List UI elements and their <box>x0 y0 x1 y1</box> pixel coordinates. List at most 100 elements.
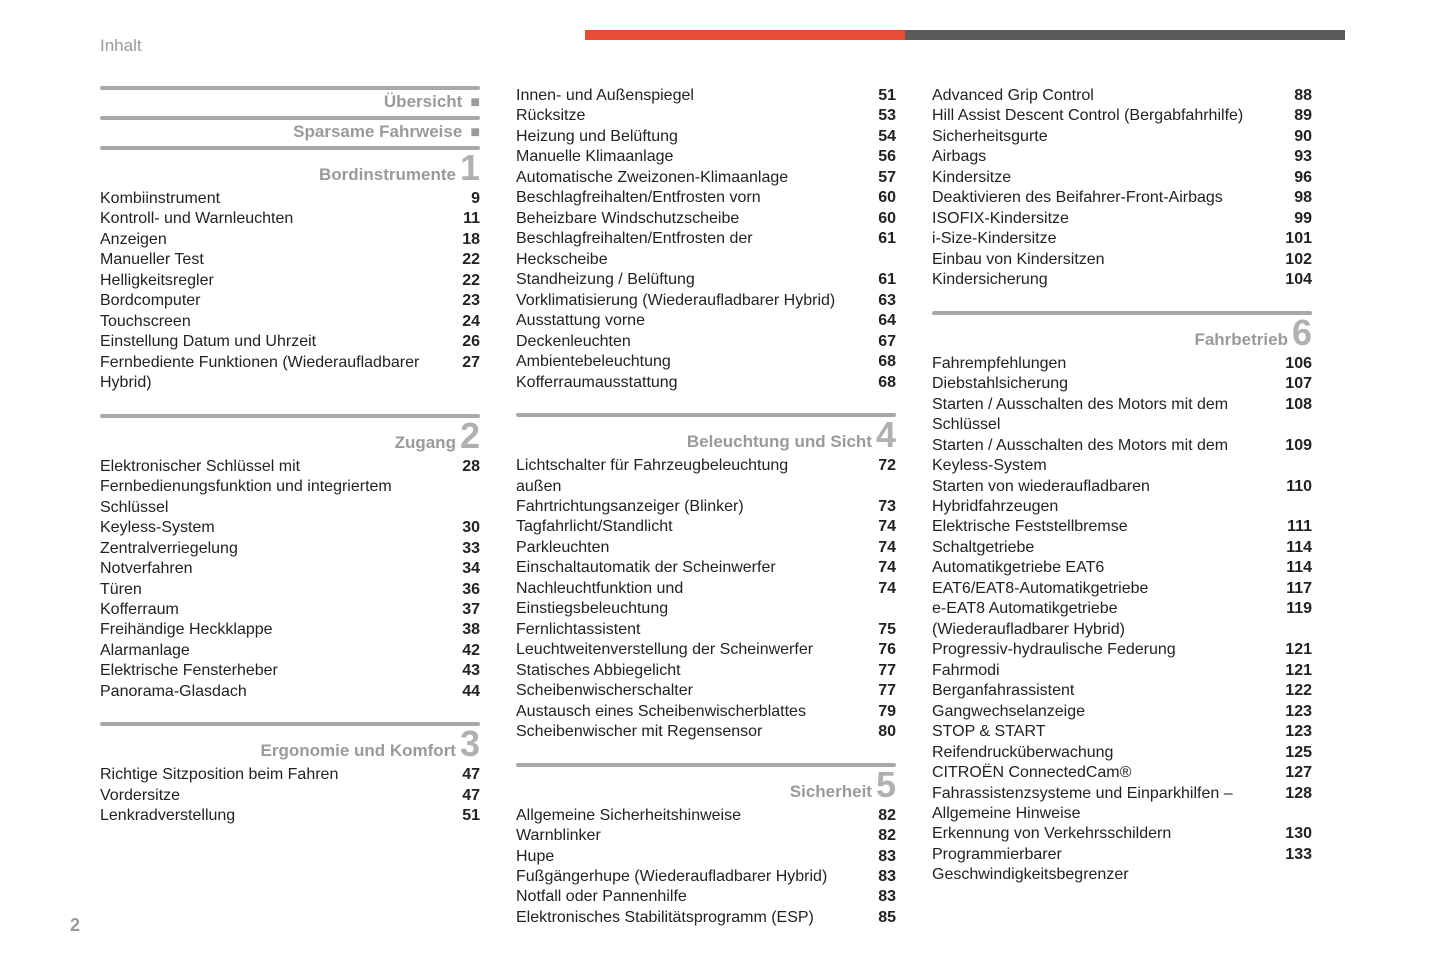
toc-entry-label: Zentralverriegelung <box>100 539 238 559</box>
toc-entry: Einbau von Kindersitzen102 <box>932 250 1312 270</box>
toc-entry-label: Heizung und Belüftung <box>516 127 678 147</box>
toc-entry-page: 74 <box>862 517 896 537</box>
toc-entry: Parkleuchten74 <box>516 538 896 558</box>
section-header: Zugang2 <box>100 420 480 453</box>
toc-entry-label: Notverfahren <box>100 559 193 579</box>
toc-entry-label: Ausstattung vorne <box>516 311 645 331</box>
toc-entry-label: Automatische Zweizonen-Klimaanlage <box>516 168 788 188</box>
toc-entry-label: Vorklimatisierung (Wiederaufladbarer Hyb… <box>516 291 835 311</box>
toc-entry-label: Progressiv-hydraulische Federung <box>932 640 1176 660</box>
toc-entry: Elektronisches Stabilitätsprogramm (ESP)… <box>516 908 896 928</box>
toc-entry-label: Scheibenwischerschalter <box>516 681 693 701</box>
toc-entry: Kontroll- und Warnleuchten11 <box>100 209 480 229</box>
section-divider <box>100 116 480 120</box>
toc-entry: Elektrische Fensterheber43 <box>100 661 480 681</box>
toc-entry-page: 64 <box>862 311 896 331</box>
toc-entry-page: 26 <box>446 332 480 352</box>
toc-entry-label: Deckenleuchten <box>516 332 631 352</box>
toc-entry: Ambientebeleuchtung68 <box>516 352 896 372</box>
toc-entry: Kindersitze96 <box>932 168 1312 188</box>
toc-entry-page: 37 <box>446 600 480 620</box>
toc-entry-label: Lenkradverstellung <box>100 806 235 826</box>
toc-entry-page: 60 <box>862 188 896 208</box>
toc-entry: Fahrtrichtungsanzeiger (Blinker)73 <box>516 497 896 517</box>
toc-entry-page: 109 <box>1278 436 1312 456</box>
toc-entry-page: 34 <box>446 559 480 579</box>
toc-entry-page: 119 <box>1278 599 1312 619</box>
toc-entry: Erkennung von Verkehrsschildern130 <box>932 824 1312 844</box>
toc-entry: STOP & START123 <box>932 722 1312 742</box>
toc-entry-label: Kombiinstrument <box>100 189 220 209</box>
toc-entry-page: 68 <box>862 352 896 372</box>
toc-entry-label: Reifendrucküberwachung <box>932 743 1113 763</box>
toc-entry-page: 122 <box>1278 681 1312 701</box>
toc-entry-label: Keyless-System <box>100 518 215 538</box>
toc-entry-page: 72 <box>862 456 896 476</box>
toc-entry: Deckenleuchten67 <box>516 332 896 352</box>
toc-entry: Beschlagfreihalten/Entfrosten vorn60 <box>516 188 896 208</box>
toc-entry-page: 75 <box>862 620 896 640</box>
toc-entry-label: Fahrtrichtungsanzeiger (Blinker) <box>516 497 744 517</box>
toc-entry-page: 18 <box>446 230 480 250</box>
toc-entry: Scheibenwischer mit Regensensor80 <box>516 722 896 742</box>
toc-entry-label: Fahrmodi <box>932 661 1000 681</box>
toc-entry: EAT6/EAT8-Automatikgetriebe117 <box>932 579 1312 599</box>
toc-entry-label: Berganfahrassistent <box>932 681 1074 701</box>
toc-entry-page: 127 <box>1278 763 1312 783</box>
section-number: 1 <box>460 152 480 184</box>
toc-entry-label: Türen <box>100 580 142 600</box>
toc-entry-page: 77 <box>862 681 896 701</box>
toc-entry: Tagfahrlicht/Standlicht74 <box>516 517 896 537</box>
section-bullet-icon: ■ <box>470 124 480 142</box>
toc-entry-label: CITROËN ConnectedCam® <box>932 763 1131 783</box>
toc-entry-label: Fahrassistenzsysteme und Einparkhilfen –… <box>932 784 1252 825</box>
section-entries: Allgemeine Sicherheitshinweise82Warnblin… <box>516 806 896 929</box>
toc-entry-label: Alarmanlage <box>100 641 190 661</box>
toc-entry-label: Lichtschalter für Fahrzeugbeleuchtung au… <box>516 456 836 497</box>
toc-entry-label: Nachleuchtfunktion und Einstiegsbeleucht… <box>516 579 836 620</box>
toc-entry-label: Fernlichtassistent <box>516 620 641 640</box>
toc-entry-page: 96 <box>1278 168 1312 188</box>
toc-entry-label: Beschlagfreihalten/Entfrosten der Hecksc… <box>516 229 836 270</box>
toc-entry-page: 110 <box>1278 477 1312 497</box>
toc-entry: Starten von wiederaufladbaren Hybridfahr… <box>932 477 1312 518</box>
toc-entry: Rücksitze53 <box>516 106 896 126</box>
toc-entry-page: 27 <box>446 353 480 373</box>
toc-entry: Fernlichtassistent 75 <box>516 620 896 640</box>
toc-entry-page: 61 <box>862 229 896 249</box>
toc-entry-page: 89 <box>1278 106 1312 126</box>
toc-column: Innen- und Außenspiegel51Rücksitze53Heiz… <box>516 86 896 948</box>
toc-entry-page: 68 <box>862 373 896 393</box>
toc-entry: Fernbediente Funktionen (Wiederaufladbar… <box>100 353 480 394</box>
toc-entry: Airbags93 <box>932 147 1312 167</box>
toc-entry-label: Automatikgetriebe EAT6 <box>932 558 1104 578</box>
toc-entry-label: Einbau von Kindersitzen <box>932 250 1105 270</box>
section-header: Beleuchtung und Sicht4 <box>516 419 896 452</box>
toc-entry-page: 57 <box>862 168 896 188</box>
toc-entry: Starten / Ausschalten des Motors mit dem… <box>932 436 1312 477</box>
toc-entry: Fahrassistenzsysteme und Einparkhilfen –… <box>932 784 1312 825</box>
toc-entry-page: 88 <box>1278 86 1312 106</box>
toc-entry: Elektrische Feststellbremse111 <box>932 517 1312 537</box>
toc-entry-label: Freihändige Heckklappe <box>100 620 273 640</box>
toc-entry: Sicherheitsgurte90 <box>932 127 1312 147</box>
toc-entry-label: Elektronischer Schlüssel mit Fernbedienu… <box>100 457 420 518</box>
toc-entry-page: 83 <box>862 867 896 887</box>
toc-entry-label: Statisches Abbiegelicht <box>516 661 681 681</box>
toc-entry-label: Beheizbare Windschutzscheibe <box>516 209 739 229</box>
toc-entry-page: 108 <box>1278 395 1312 415</box>
toc-entry-label: Touchscreen <box>100 312 191 332</box>
toc-entry-label: Fahrempfehlungen <box>932 354 1066 374</box>
toc-entry: CITROËN ConnectedCam® 127 <box>932 763 1312 783</box>
toc-entry-page: 47 <box>446 765 480 785</box>
toc-columns: Übersicht■Sparsame Fahrweise■Bordinstrum… <box>100 86 1345 948</box>
toc-entry-label: Kontroll- und Warnleuchten <box>100 209 293 229</box>
toc-entry-page: 85 <box>862 908 896 928</box>
section-number: 4 <box>876 419 896 451</box>
toc-entry-label: Kofferraumausstattung <box>516 373 678 393</box>
section-header: Übersicht■ <box>100 92 480 112</box>
toc-entry: Freihändige Heckklappe38 <box>100 620 480 640</box>
toc-entry-label: Schaltgetriebe <box>932 538 1034 558</box>
section-entries: Lichtschalter für Fahrzeugbeleuchtung au… <box>516 456 896 743</box>
toc-entry-label: Hill Assist Descent Control (Bergabfahrh… <box>932 106 1243 126</box>
